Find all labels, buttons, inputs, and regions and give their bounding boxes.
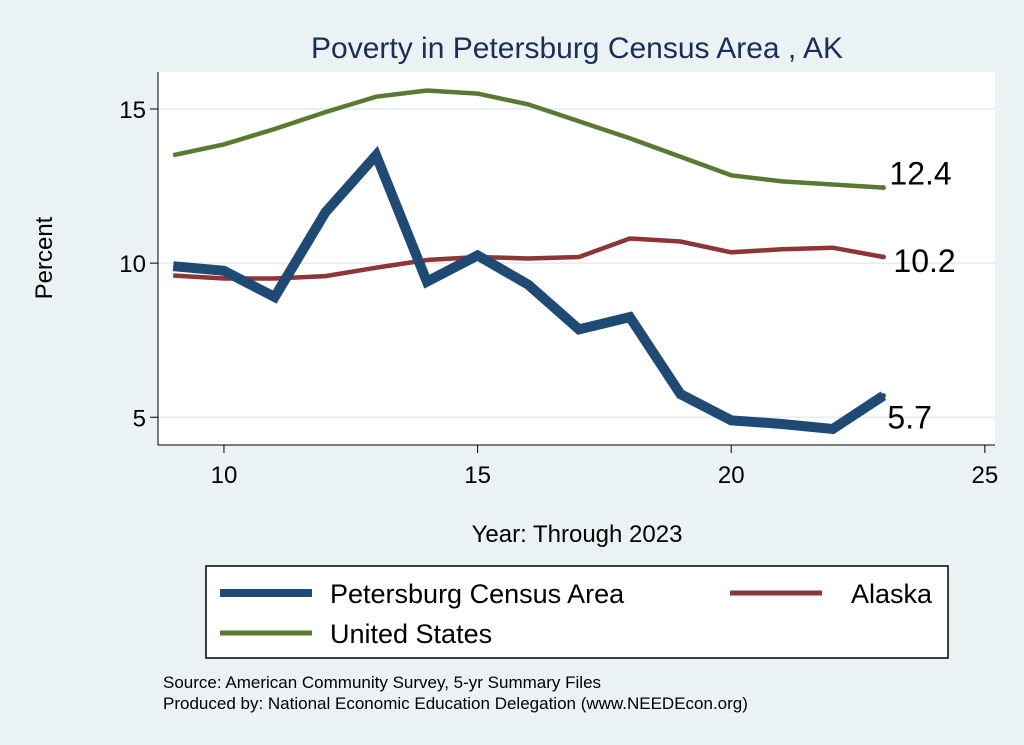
produced-by-note: Produced by: National Economic Education… [163, 694, 748, 713]
end-label-petersburg-census-area: 5.7 [887, 400, 931, 436]
y-axis-label: Percent [31, 216, 58, 299]
end-point-petersburg-census-area [880, 393, 886, 399]
x-tick-label-10: 10 [211, 462, 238, 489]
end-label-united-states: 12.4 [889, 156, 951, 192]
end-point-united-states [880, 185, 886, 191]
end-label-alaska: 10.2 [893, 243, 955, 279]
end-point-alaska [880, 254, 886, 260]
series-line-united-states [172, 88, 884, 190]
end-labels: 5.7 10.2 12.4 [887, 156, 955, 436]
legend: Petersburg Census Area Alaska United Sta… [205, 565, 949, 659]
legend-label-united-states: United States [330, 619, 492, 649]
legend-label-alaska: Alaska [851, 579, 933, 609]
x-tick-label-20: 20 [718, 462, 745, 489]
series-line-petersburg-census-area [172, 145, 887, 435]
y-tick-label-15: 15 [119, 97, 146, 124]
x-tick-label-15: 15 [464, 462, 491, 489]
y-ticks: 5 10 15 [119, 97, 158, 432]
legend-box [205, 565, 949, 659]
x-axis-label: Year: Through 2023 [472, 521, 683, 548]
y-tick-label-5: 5 [133, 405, 146, 432]
x-ticks: 10 15 20 25 [211, 445, 999, 489]
legend-label-petersburg: Petersburg Census Area [330, 579, 625, 609]
source-note: Source: American Community Survey, 5-yr … [163, 673, 601, 692]
series-lines [172, 88, 887, 435]
y-tick-label-10: 10 [119, 251, 146, 278]
x-tick-label-25: 25 [972, 462, 999, 489]
chart-title: Poverty in Petersburg Census Area , AK [311, 32, 843, 65]
